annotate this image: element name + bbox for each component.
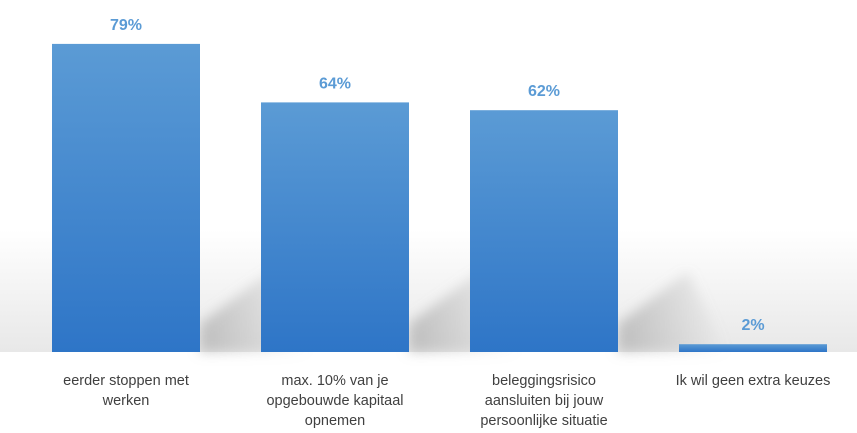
category-label-geen-extra-keuzes: Ik wil geen extra keuzes: [676, 373, 831, 389]
category-label-eerder-stoppen: eerder stoppen met werken: [63, 373, 189, 409]
category-label-line: aansluiten bij jouw: [485, 393, 604, 409]
bars: [52, 43, 827, 353]
category-label-line: beleggingsrisico: [492, 373, 596, 389]
category-label-line: eerder stoppen met: [63, 373, 189, 389]
bar-shadow: [618, 272, 728, 352]
category-label-beleggingsrisico: beleggingsrisico aansluiten bij jouw perso…: [480, 373, 607, 429]
category-label-max-10-procent: max. 10% van je opgebouwde kapitaal opneme…: [266, 373, 403, 429]
category-label-line: opnemen: [305, 413, 365, 429]
category-label-line: max. 10% van je: [281, 373, 388, 389]
value-labels: 79% 64% 62% 2%: [110, 17, 765, 334]
category-label-line: Ik wil geen extra keuzes: [676, 373, 831, 389]
category-labels: eerder stoppen met werken max. 10% van je o…: [63, 373, 830, 429]
data-label-eerder-stoppen: 79%: [110, 17, 142, 34]
data-label-beleggingsrisico: 62%: [528, 83, 560, 100]
bar-max-10-procent: [261, 102, 409, 353]
category-label-line: opgebouwde kapitaal: [266, 393, 403, 409]
data-label-geen-extra-keuzes: 2%: [741, 317, 764, 334]
category-label-line: werken: [102, 393, 150, 409]
data-label-max-10-procent: 64%: [319, 75, 351, 92]
bar-beleggingsrisico: [470, 110, 618, 352]
bar-eerder-stoppen: [52, 43, 200, 353]
bar-geen-extra-keuzes: [679, 344, 827, 352]
category-label-line: persoonlijke situatie: [480, 413, 607, 429]
